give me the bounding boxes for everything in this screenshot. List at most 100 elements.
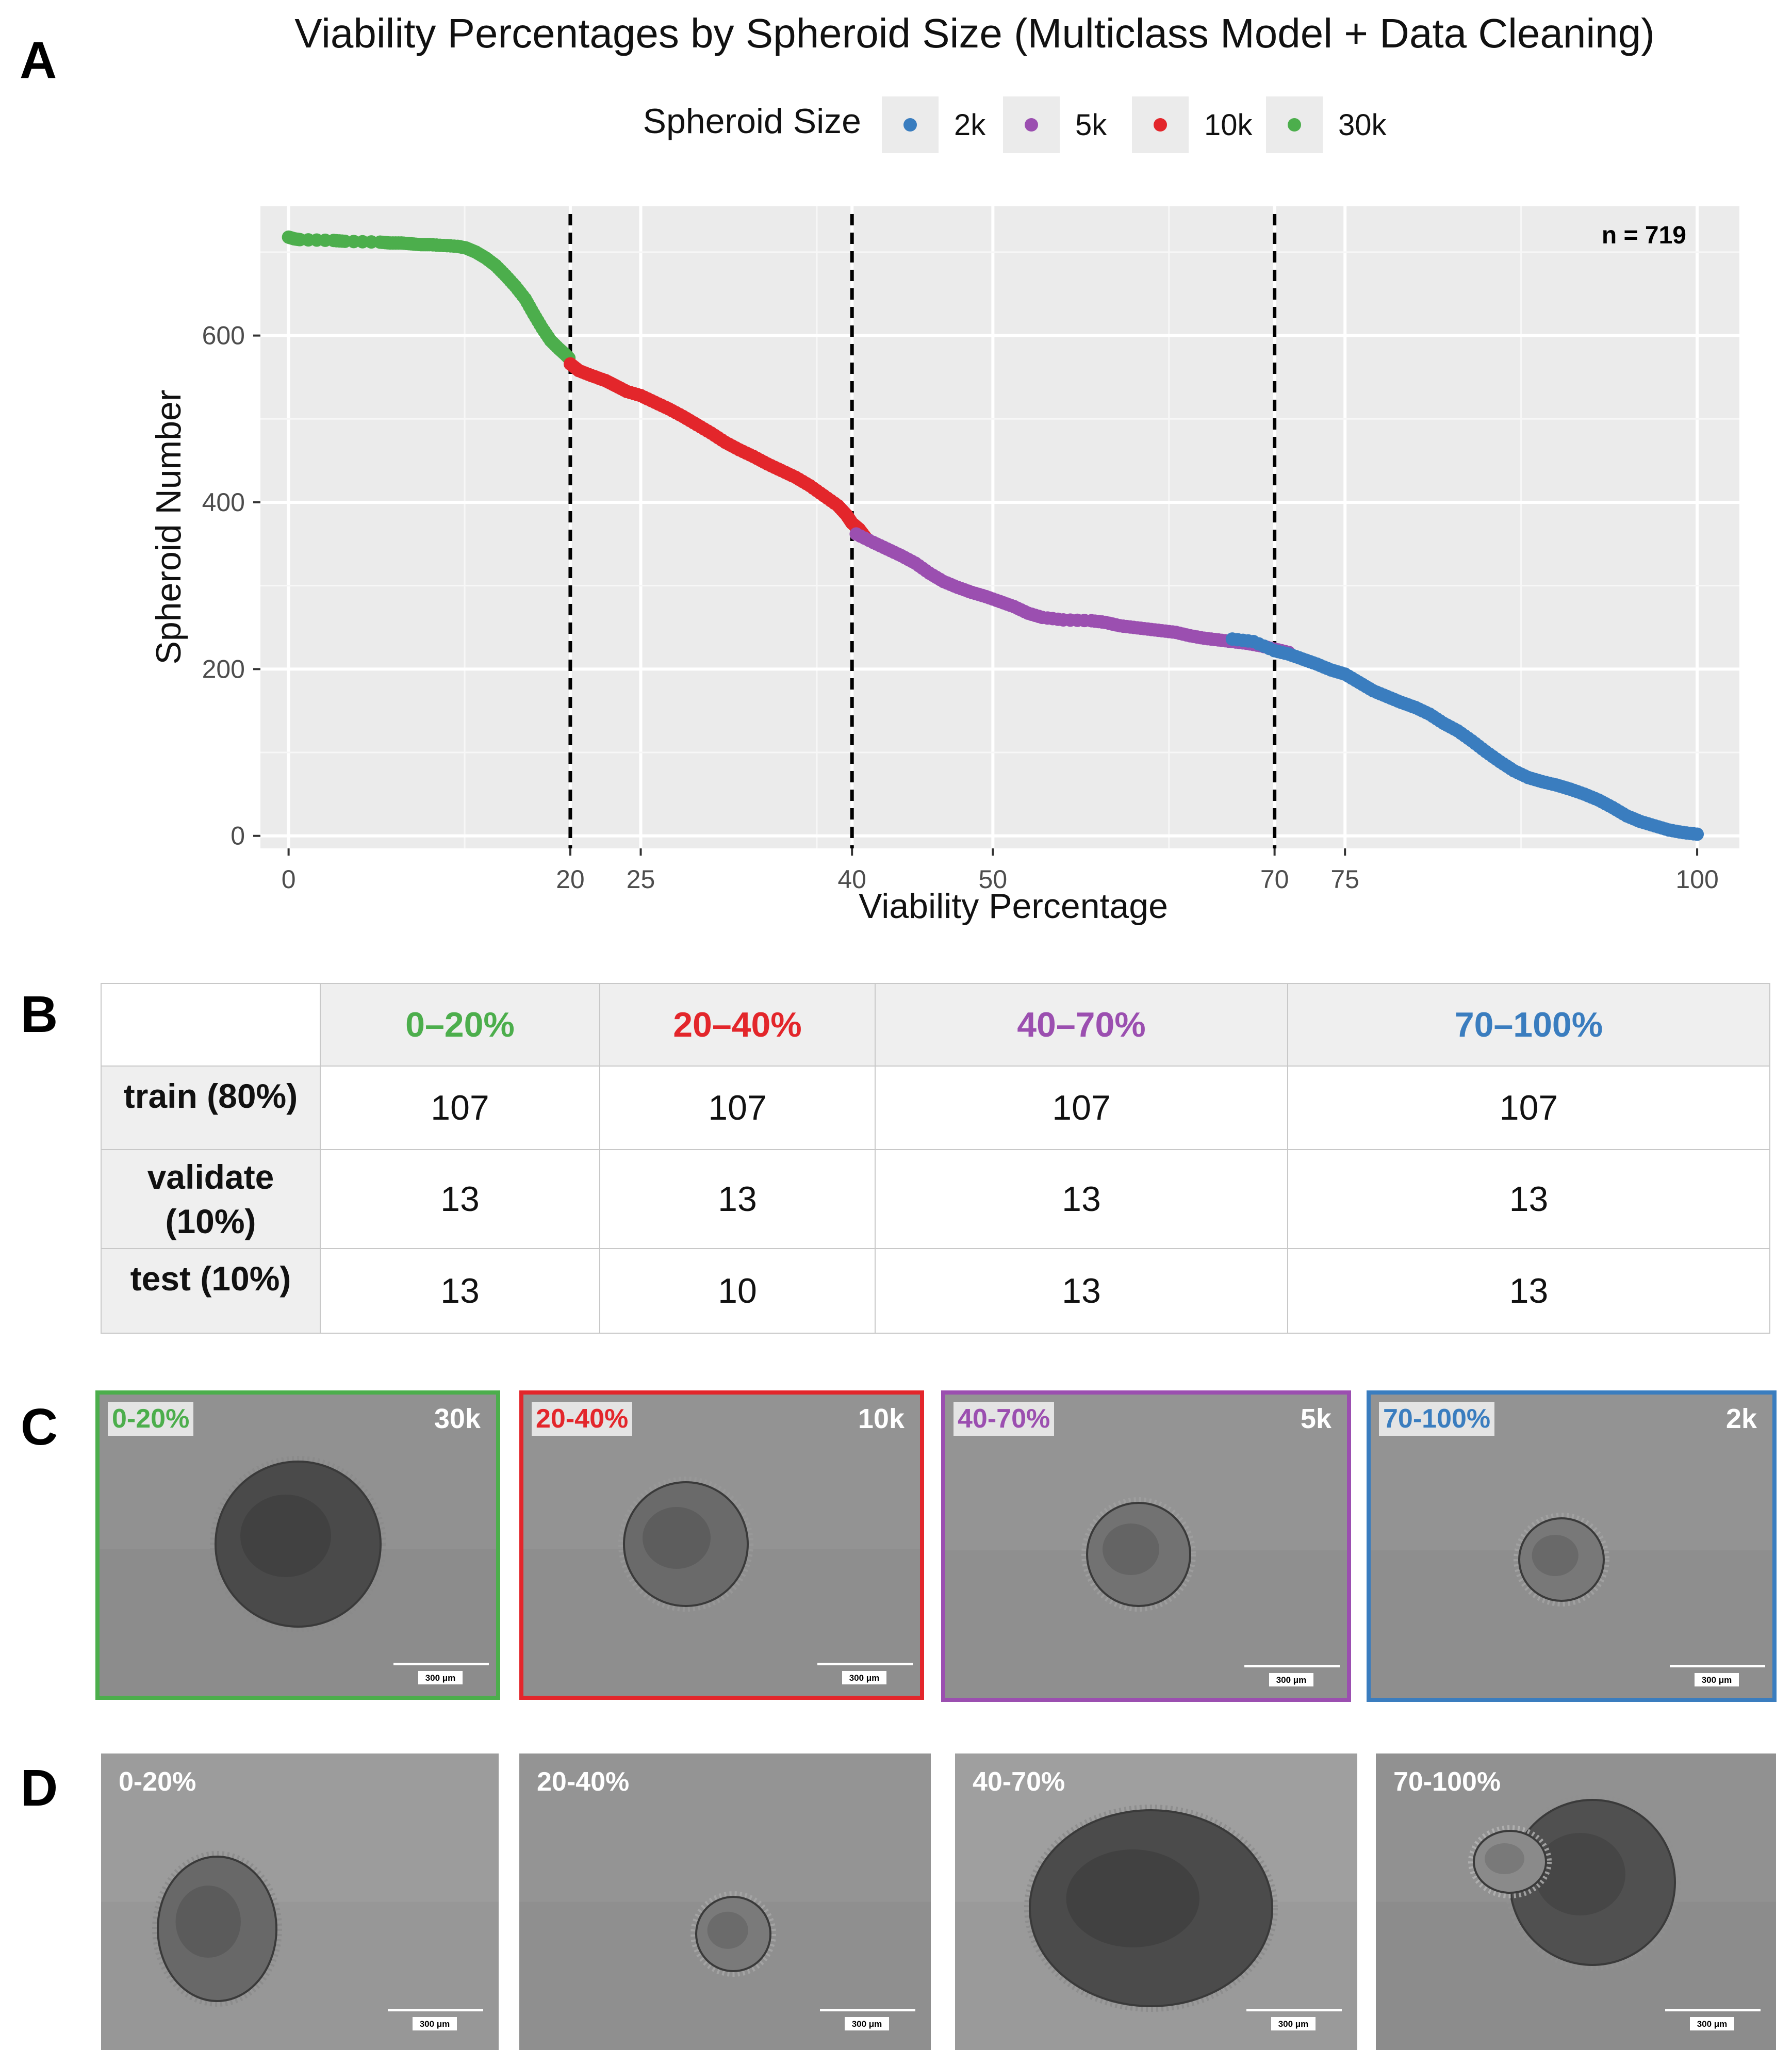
spheroid-core	[1103, 1523, 1159, 1575]
spheroid-edge	[691, 1891, 776, 1977]
micrograph: 300 μm	[945, 1395, 1347, 1698]
data-points	[282, 230, 1704, 841]
y-tick-label: 0	[231, 822, 245, 850]
spheroid	[1086, 1502, 1191, 1607]
x-tick-label: 100	[1675, 865, 1718, 894]
table-cell: 13	[599, 1149, 876, 1249]
y-tick-label: 600	[202, 321, 245, 350]
scale-bar	[1670, 1665, 1765, 1667]
row-label-validate: validate (10%)	[101, 1149, 321, 1249]
scale-bar-label: 300 μm	[852, 2019, 882, 2029]
legend-marker-5k	[1025, 118, 1038, 132]
x-tick-label: 40	[837, 865, 866, 894]
axes: 0 20 25 40 50 70 75 100 0 200 400 600	[202, 321, 1719, 894]
micrograph: 300 μm	[1376, 1753, 1776, 2050]
microscopy-image: 300 μm 40-70% 5k	[941, 1390, 1351, 1702]
microscopy-image: 300 μm 70-100% 2k	[1367, 1390, 1777, 1702]
table-header-40-70: 40–70%	[875, 983, 1288, 1067]
micrograph: 300 μm	[955, 1753, 1357, 2050]
legend-label-2k: 2k	[954, 108, 986, 142]
data-point-2k	[1241, 634, 1255, 648]
microscopy-image: 300 μm 70-100%	[1376, 1753, 1776, 2050]
micrograph-shading	[101, 1753, 499, 1902]
gridlines	[260, 206, 1739, 848]
legend-label-10k: 10k	[1204, 108, 1253, 142]
scale-bar	[1246, 2009, 1342, 2011]
data-point-2k	[1687, 827, 1701, 841]
spheroid-core	[1532, 1535, 1579, 1576]
spheroid	[695, 1896, 771, 1972]
microscopy-image: 300 μm 40-70%	[955, 1753, 1357, 2050]
micrograph: 300 μm	[523, 1395, 920, 1696]
micrograph: 300 μm	[100, 1395, 496, 1696]
data-point-5k	[1051, 612, 1065, 626]
x-axis-label: Viability Percentage	[859, 887, 1168, 926]
spheroid-core	[707, 1911, 748, 1949]
panel-label-d: D	[21, 1759, 58, 1817]
spheroid-core	[1066, 1849, 1199, 1947]
scale-bar-label-bg	[1695, 1673, 1739, 1686]
table-cell: 10	[599, 1248, 876, 1334]
scale-bar-label: 300 μm	[1278, 2019, 1309, 2029]
x-tick-label: 75	[1330, 865, 1359, 894]
scale-bar-label-bg	[413, 2017, 457, 2030]
table-header-70-100: 70–100%	[1287, 983, 1770, 1067]
scale-bar-label-bg	[1690, 2017, 1734, 2030]
micrograph: 300 μm	[101, 1753, 499, 2050]
row-label-train: train (80%)	[101, 1066, 321, 1150]
scale-bar-label: 300 μm	[849, 1673, 880, 1683]
data-point-30k	[318, 233, 332, 247]
scale-bar-label-bg	[1271, 2017, 1316, 2030]
data-point-30k	[291, 233, 305, 247]
table-corner-cell	[101, 983, 321, 1067]
microscopy-image: 300 μm 0-20% 30k	[95, 1390, 500, 1700]
panel-label-b: B	[21, 986, 58, 1043]
scale-bar-label: 300 μm	[1276, 1675, 1307, 1685]
table-cell: 13	[875, 1149, 1288, 1249]
table-cell: 107	[320, 1066, 600, 1150]
x-tick-label: 0	[282, 865, 296, 894]
spheroid-edge	[210, 1456, 386, 1632]
spheroid-core	[1535, 1833, 1625, 1915]
spheroid-edge	[152, 1851, 282, 2007]
table-header-0-20: 0–20%	[320, 983, 600, 1067]
scale-bar	[1244, 1665, 1340, 1667]
table-cell: 107	[1287, 1066, 1770, 1150]
scale-bar	[393, 1663, 489, 1665]
range-tag: 20-40%	[532, 1402, 633, 1436]
spheroid-size-tag: 30k	[434, 1403, 481, 1434]
data-point-5k	[1077, 614, 1091, 628]
spheroid	[623, 1481, 749, 1607]
scale-bar	[820, 2009, 915, 2011]
legend: Spheroid Size 2k 5k 10k 30k	[643, 96, 1387, 153]
scale-bar-label: 300 μm	[1702, 1675, 1732, 1685]
legend-title: Spheroid Size	[643, 102, 861, 141]
plot-background	[260, 206, 1739, 848]
legend-marker-30k	[1288, 118, 1301, 132]
microscopy-image: 300 μm 0-20%	[101, 1753, 499, 2050]
scale-bar-label-bg	[842, 1671, 886, 1684]
range-tag: 0-20%	[108, 1402, 194, 1436]
range-tag: 0-20%	[119, 1767, 196, 1797]
spheroid	[1473, 1830, 1547, 1894]
spheroid-edge	[1468, 1825, 1552, 1898]
spheroid-core	[175, 1886, 241, 1958]
sample-count-annotation: n = 719	[1602, 222, 1686, 249]
range-tag: 40-70%	[953, 1402, 1055, 1436]
micrograph: 300 μm	[519, 1753, 931, 2050]
viability-scatter-chart: Viability Percentages by Spheroid Size (…	[149, 10, 1739, 926]
spheroid-core	[643, 1507, 711, 1569]
x-tick-label: 70	[1260, 865, 1289, 894]
table-cell: 13	[320, 1149, 600, 1249]
x-tick-label: 50	[979, 865, 1008, 894]
microscopy-image: 300 μm 20-40%	[519, 1753, 931, 2050]
range-tag: 40-70%	[973, 1767, 1065, 1797]
scale-bar	[1665, 2009, 1761, 2011]
table-cell: 107	[875, 1066, 1288, 1150]
scale-bar-label-bg	[845, 2017, 889, 2030]
x-tick-label: 20	[556, 865, 585, 894]
spheroid	[157, 1856, 277, 2002]
chart-title: Viability Percentages by Spheroid Size (…	[294, 10, 1655, 56]
x-tick-label: 25	[627, 865, 655, 894]
scale-bar-label-bg	[418, 1671, 463, 1684]
